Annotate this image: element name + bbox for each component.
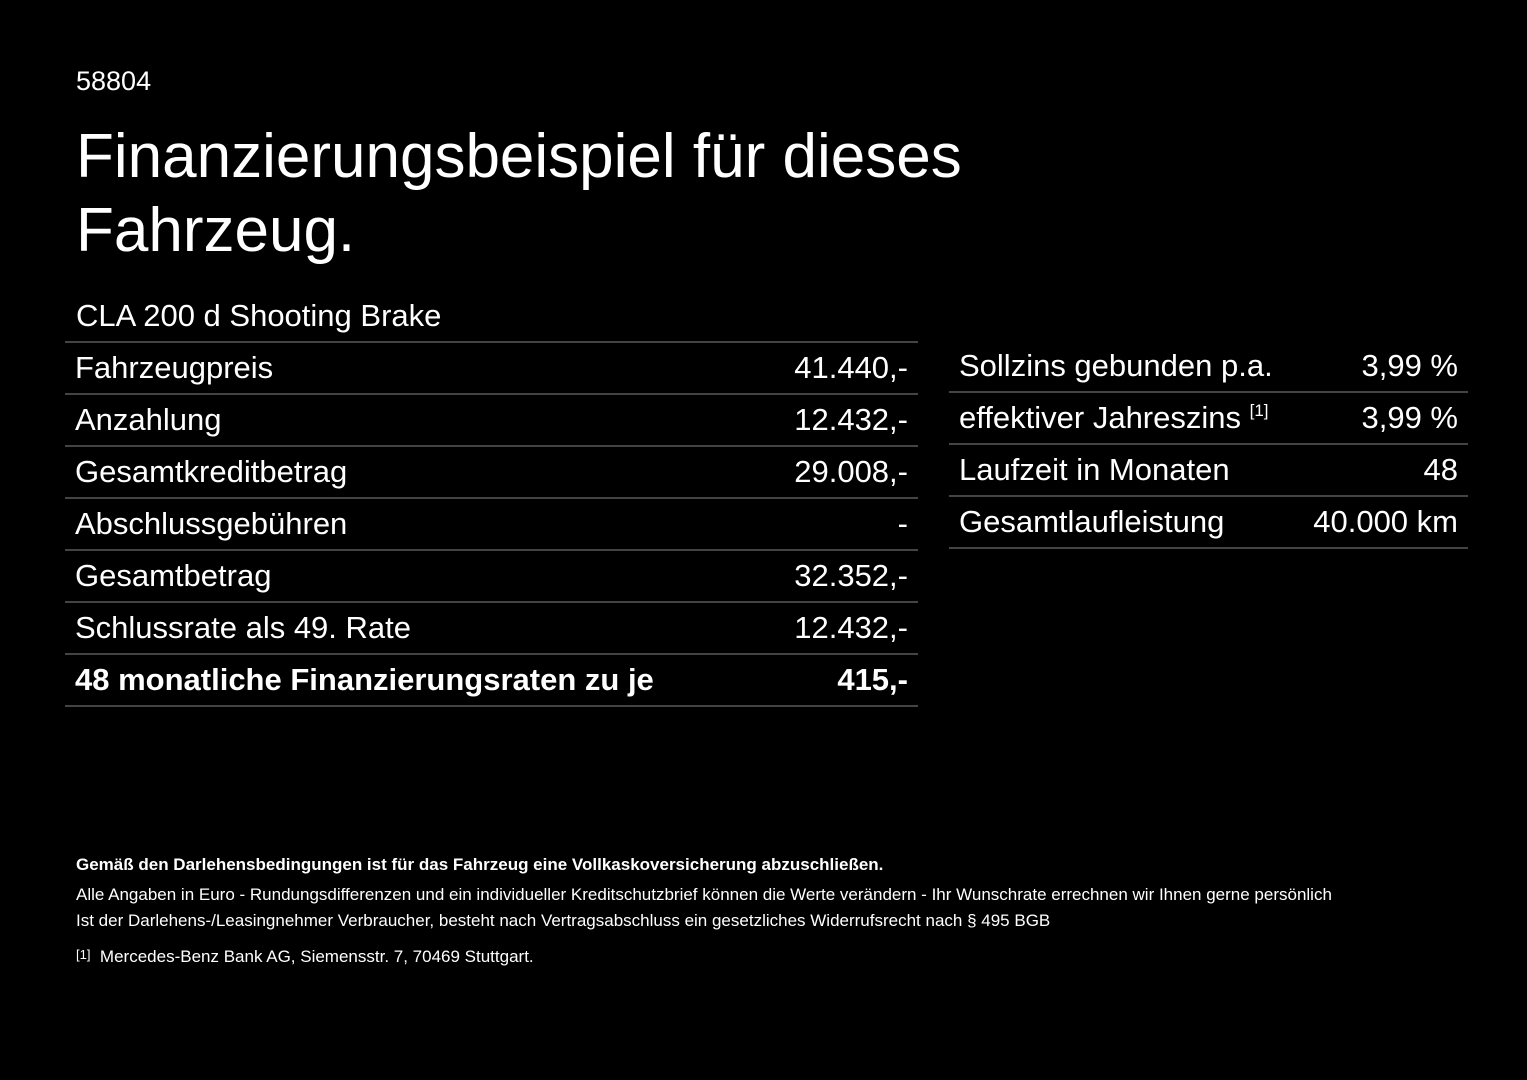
value: 40.000 km: [1296, 496, 1468, 549]
row: Laufzeit in Monaten 48: [949, 444, 1468, 497]
title-line: Fahrzeug.: [76, 196, 356, 265]
label: Gesamtkreditbetrag: [65, 446, 763, 499]
disclaimer: Alle Angaben in Euro - Rundungsdifferenz…: [76, 885, 1332, 904]
label: 48 monatliche Finanzierungsraten zu je: [65, 654, 763, 707]
value: 29.008,-: [762, 446, 918, 499]
finance-table: Fahrzeugpreis 41.440,- Anzahlung 12.432,- Ge…: [65, 341, 918, 707]
row: effektiver Jahreszins [1] 3,99 %: [949, 392, 1468, 445]
label: Fahrzeugpreis: [65, 342, 763, 395]
row: Gesamtkreditbetrag 29.008,-: [65, 446, 918, 499]
row: 48 monatliche Finanzierungsraten zu je 41…: [65, 654, 918, 707]
label-text: Anzahlung: [75, 402, 222, 437]
label-text: Fahrzeugpreis: [75, 350, 274, 385]
row: Abschlussgebühren -: [65, 498, 918, 551]
value: 12.432,-: [762, 394, 918, 447]
listing-id: 58804: [76, 66, 152, 96]
row: Sollzins gebunden p.a. 3,99 %: [949, 341, 1468, 393]
label: Gesamtlaufleistung: [949, 496, 1297, 549]
footnote-mark: [1]: [76, 947, 91, 962]
label: Laufzeit in Monaten: [949, 444, 1297, 497]
label-text: Abschlussgebühren: [75, 506, 348, 541]
label-text: Gesamtlaufleistung: [959, 504, 1225, 539]
row: Gesamtbetrag 32.352,-: [65, 550, 918, 603]
title: Finanzierungsbeispiel für dieses Fahrzeug…: [76, 120, 962, 268]
title-line: Finanzierungsbeispiel für dieses: [76, 122, 962, 191]
footnote-ref: [1]: [1249, 401, 1269, 420]
label-text: Schlussrate als 49. Rate: [75, 610, 412, 645]
value: 3,99 %: [1296, 392, 1468, 445]
label-text: 48 monatliche Finanzierungsraten zu je: [75, 662, 654, 697]
row: Schlussrate als 49. Rate 12.432,-: [65, 602, 918, 655]
row: Gesamtlaufleistung 40.000 km: [949, 496, 1468, 549]
label-text: Laufzeit in Monaten: [959, 452, 1230, 487]
notice: Gemäß den Darlehensbedingungen ist für d…: [76, 855, 884, 874]
rate-table: Sollzins gebunden p.a. 3,99 % effektiver J…: [949, 341, 1468, 549]
value: 415,-: [762, 654, 918, 707]
value: 32.352,-: [762, 550, 918, 603]
label-text: Sollzins gebunden p.a.: [959, 348, 1273, 383]
footnote-text: Mercedes-Benz Bank AG, Siemensstr. 7, 70…: [99, 947, 534, 966]
label: Sollzins gebunden p.a.: [949, 341, 1297, 393]
disclaimer: Ist der Darlehens-/Leasingnehmer Verbrau…: [76, 911, 1051, 930]
value: 41.440,-: [762, 342, 918, 395]
value: 12.432,-: [762, 602, 918, 655]
model: CLA 200 d Shooting Brake: [76, 298, 442, 333]
label: Abschlussgebühren: [65, 498, 763, 551]
footer: Gemäß den Darlehensbedingungen ist für d…: [76, 852, 1332, 970]
label: Anzahlung: [65, 394, 763, 447]
label-text: effektiver Jahreszins: [959, 400, 1241, 435]
value: -: [762, 498, 918, 551]
value: 3,99 %: [1296, 341, 1468, 393]
footnote: [1] Mercedes-Benz Bank AG, Siemensstr. 7…: [76, 942, 1332, 970]
label: effektiver Jahreszins [1]: [949, 392, 1297, 445]
label-text: Gesamtbetrag: [75, 558, 272, 593]
label-text: Gesamtkreditbetrag: [75, 454, 348, 489]
value: 48: [1296, 444, 1468, 497]
row: Fahrzeugpreis 41.440,-: [65, 342, 918, 395]
row: Anzahlung 12.432,-: [65, 394, 918, 447]
label: Schlussrate als 49. Rate: [65, 602, 763, 655]
label: Gesamtbetrag: [65, 550, 763, 603]
